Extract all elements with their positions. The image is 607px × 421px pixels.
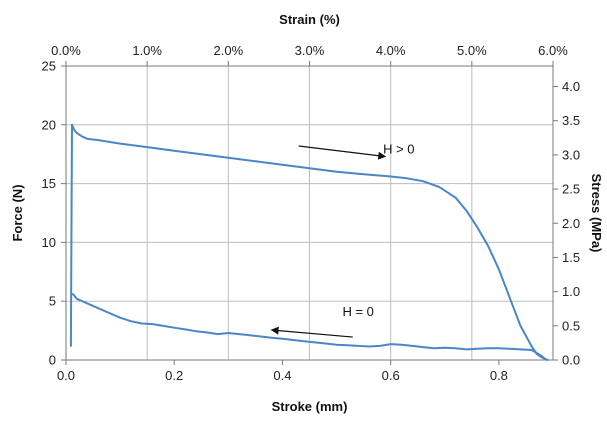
series-line-h-positive (69, 123, 549, 361)
x-tick-label: 0.8 (490, 368, 508, 383)
x2-tick-label: 0.0% (51, 43, 81, 58)
y-tick-label: 10 (42, 235, 56, 250)
y2-tick-label: 2.0 (562, 216, 580, 231)
y2-tick-label: 3.5 (562, 113, 580, 128)
y2-tick-label: 4.0 (562, 79, 580, 94)
y-tick-label: 20 (42, 117, 56, 132)
series-line-h-zero (72, 293, 549, 361)
annotation-arrow (270, 326, 353, 338)
x-tick-label: 0.6 (382, 368, 400, 383)
annotation-label: H = 0 (342, 304, 373, 319)
y2-tick-label: 0.0 (562, 353, 580, 368)
x2-tick-label: 2.0% (214, 43, 244, 58)
y-tick-label: 15 (42, 176, 56, 191)
x2-tick-label: 1.0% (132, 43, 162, 58)
x2-tick-label: 5.0% (457, 43, 487, 58)
x-tick-label: 0.2 (165, 368, 183, 383)
annotation-layer: H > 0 H = 0 (270, 141, 415, 338)
y2-tick-label: 3.0 (562, 147, 580, 162)
y-tick-label: 0 (49, 353, 56, 368)
x2-tick-label: 6.0% (538, 43, 568, 58)
x-tick-label: 0.4 (273, 368, 291, 383)
x2-axis-title: Strain (%) (279, 12, 340, 27)
y2-axis-title: Stress (MPa) (589, 174, 604, 253)
grid-layer (66, 65, 554, 360)
x2-tick-label: 4.0% (376, 43, 406, 58)
x2-tick-label: 3.0% (295, 43, 325, 58)
y2-tick-label: 1.5 (562, 250, 580, 265)
annotation-label: H > 0 (383, 141, 414, 156)
annotation-arrow (298, 145, 387, 160)
axes-layer (61, 61, 558, 365)
x-axis-title: Stroke (mm) (272, 399, 348, 414)
tick-label-layer: 0.0 0.2 0.4 0.6 0.8 0.0% 1.0% 2.0% 3.0% 4.0% 5.0% 6… (42, 43, 581, 383)
series-layer (69, 123, 549, 361)
y2-tick-label: 0.5 (562, 318, 580, 333)
y-tick-label: 25 (42, 59, 56, 74)
y2-tick-label: 2.5 (562, 182, 580, 197)
y2-tick-label: 1.0 (562, 284, 580, 299)
y-axis-title: Force (N) (10, 184, 25, 241)
y-tick-label: 5 (49, 294, 56, 309)
x-tick-label: 0.0 (57, 368, 75, 383)
